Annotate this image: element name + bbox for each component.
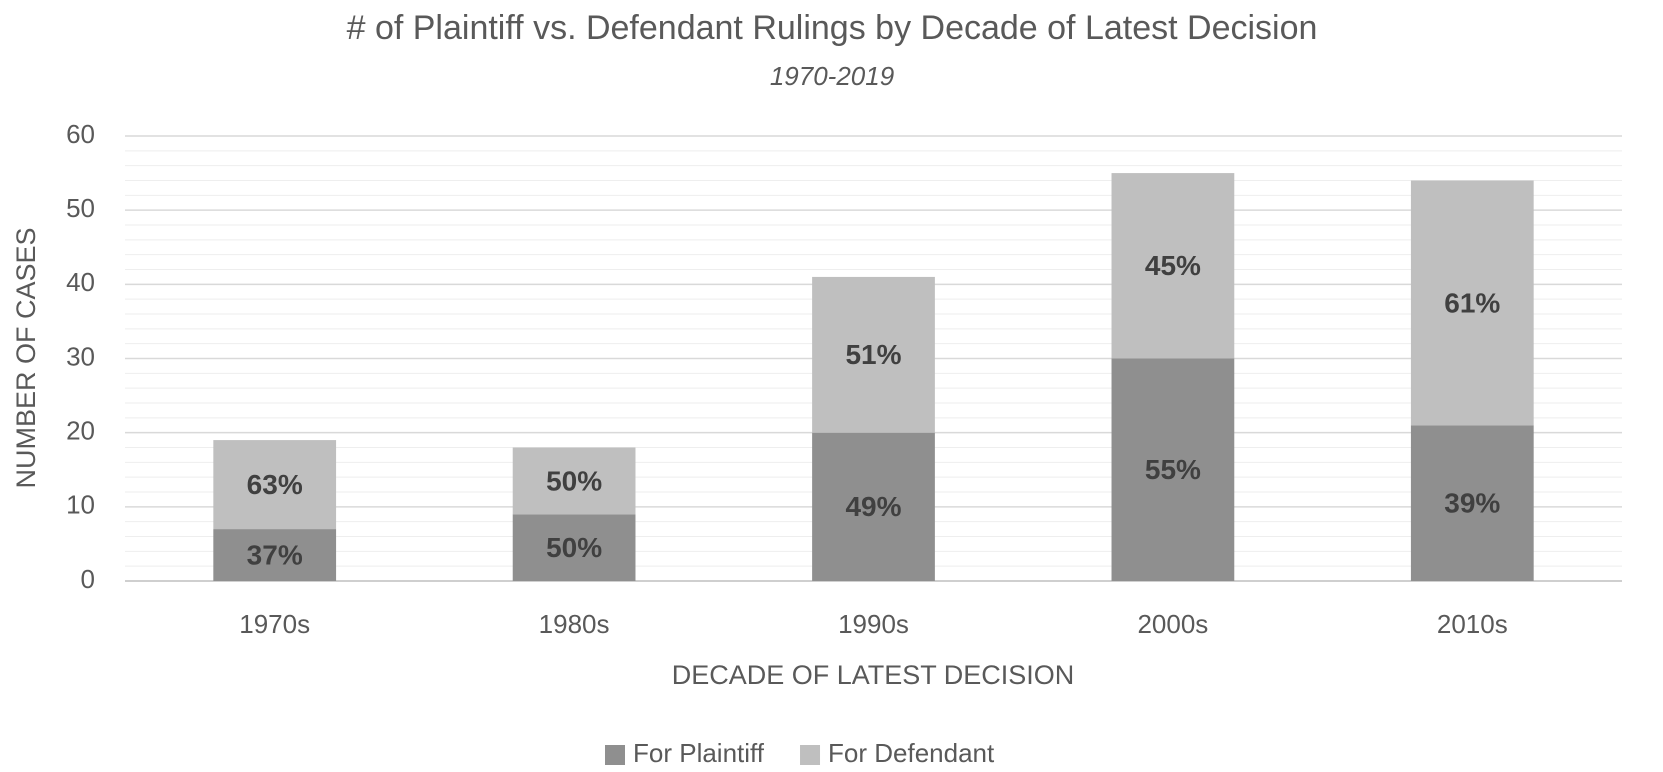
data-label: 61% [1444, 287, 1500, 318]
bar-segment [512, 514, 636, 581]
y-tick-label: 0 [81, 564, 95, 594]
bar-segment [1111, 358, 1235, 581]
legend-label: For Defendant [828, 738, 995, 768]
bar-segment [1111, 173, 1235, 359]
x-tick-label: 2010s [1437, 609, 1508, 639]
data-label: 37% [247, 539, 303, 570]
data-label: 45% [1145, 250, 1201, 281]
bar-segment [812, 276, 935, 433]
bar-segment [812, 432, 935, 581]
x-axis-label: DECADE OF LATEST DECISION [672, 660, 1075, 690]
bar-segment [512, 447, 636, 515]
data-label: 49% [845, 491, 901, 522]
y-tick-label: 40 [66, 267, 95, 297]
y-tick-label: 60 [66, 119, 95, 149]
data-label: 39% [1444, 488, 1500, 519]
legend-swatch [800, 745, 821, 765]
legend-swatch [605, 745, 625, 765]
y-tick-label: 50 [66, 193, 95, 223]
y-tick-label: 10 [66, 490, 95, 520]
bar-segment [213, 440, 337, 530]
data-label: 50% [546, 465, 602, 496]
bar-segment [213, 529, 337, 581]
data-label: 63% [247, 469, 303, 500]
data-label: 55% [1145, 454, 1201, 485]
x-tick-label: 1980s [539, 609, 610, 639]
y-tick-label: 20 [66, 416, 95, 446]
chart-title: # of Plaintiff vs. Defendant Rulings by … [347, 9, 1318, 47]
bar-segment [1410, 425, 1534, 581]
data-label: 50% [546, 532, 602, 563]
chart-subtitle: 1970-2019 [770, 61, 894, 91]
legend-label: For Plaintiff [633, 738, 765, 768]
x-tick-label: 2000s [1137, 609, 1208, 639]
data-label: 51% [845, 339, 901, 370]
y-axis-label: NUMBER OF CASES [11, 227, 41, 488]
bar-segment [1410, 180, 1534, 426]
x-tick-label: 1970s [239, 609, 310, 639]
y-tick-label: 30 [66, 341, 95, 371]
x-tick-label: 1990s [838, 609, 909, 639]
